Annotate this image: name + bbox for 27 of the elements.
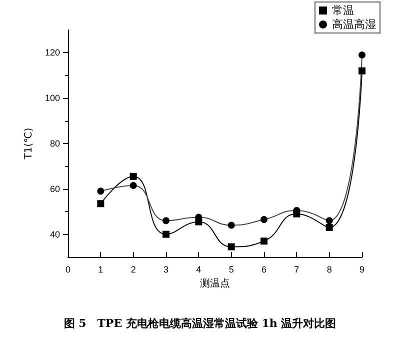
point — [260, 238, 268, 245]
x-tick-label: 4 — [196, 264, 202, 274]
x-tick-label: 9 — [359, 264, 365, 274]
x-tick-label: 3 — [163, 264, 169, 274]
x-tick-label: 5 — [228, 264, 234, 274]
y-tick-label: 80 — [50, 138, 60, 148]
x-tick-label: 2 — [130, 264, 136, 274]
point — [228, 243, 235, 250]
x-tick-label: 1 — [98, 264, 104, 274]
y-axis-title: T1(℃) — [24, 128, 35, 160]
x-tick-label: 0 — [65, 264, 71, 274]
legend-label: 常温 — [332, 4, 354, 17]
y-tick-label: 100 — [44, 93, 60, 104]
point — [326, 224, 333, 231]
y-tick-label: 120 — [44, 48, 60, 58]
point — [130, 172, 137, 180]
point — [162, 230, 170, 238]
point — [358, 67, 366, 74]
legend-label: 高温高湿 — [332, 18, 376, 31]
x-axis-title: 测温点 — [200, 278, 230, 290]
caption: 图 5 TPE 充电枪电缆高温湿常温试验 1h 温升对比图 — [64, 317, 336, 330]
x-tick-label: 6 — [261, 264, 267, 274]
point — [97, 200, 104, 208]
x-tick-label: 7 — [294, 264, 300, 274]
y-tick-label: 60 — [50, 184, 60, 194]
x-tick-label: 8 — [326, 264, 332, 274]
y-tick-label: 40 — [50, 229, 60, 240]
